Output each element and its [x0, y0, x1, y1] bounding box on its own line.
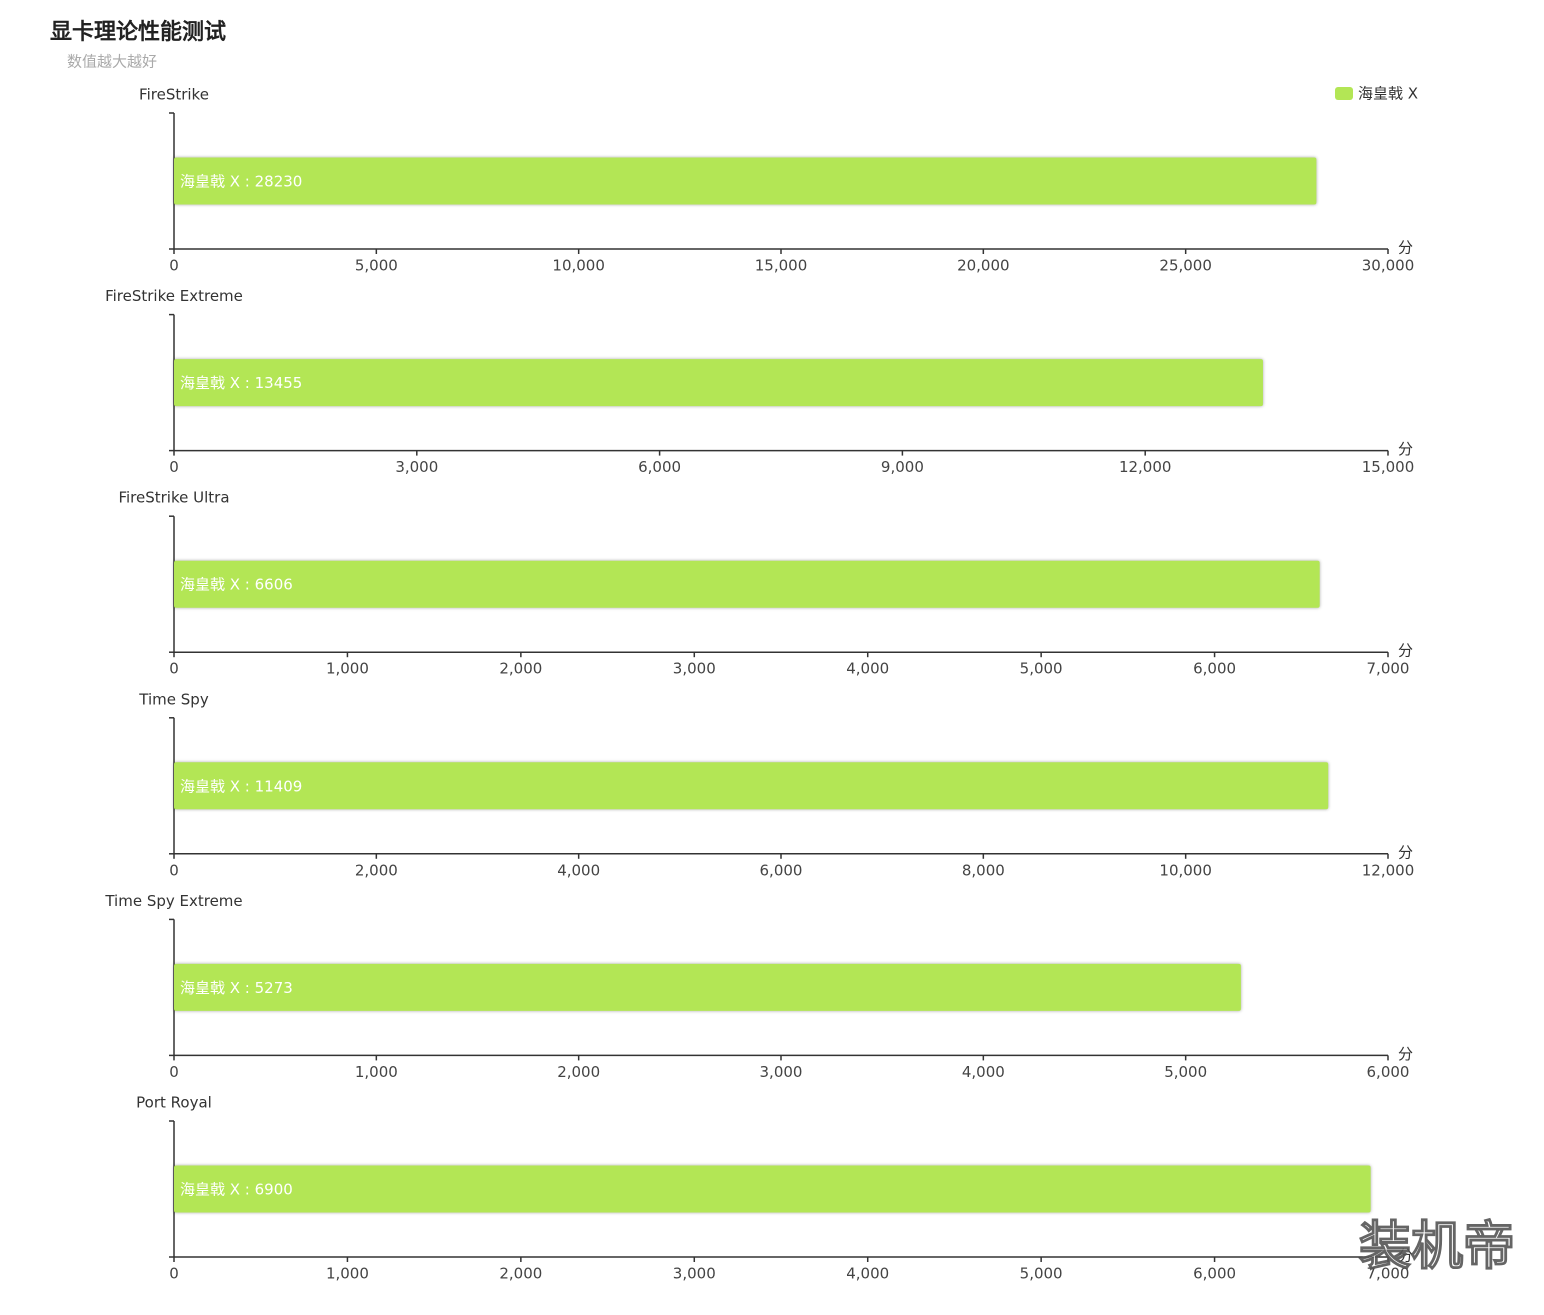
legend-label: 海皇戟 X	[1358, 85, 1418, 103]
panel-title: FireStrike Ultra	[118, 489, 229, 507]
x-tick-label: 10,000	[552, 257, 605, 275]
bar-label: 海皇戟 X : 6606	[180, 576, 293, 594]
x-tick-label: 7,000	[1367, 660, 1410, 678]
legend-swatch	[1335, 87, 1353, 100]
bar-label: 海皇戟 X : 28230	[180, 173, 302, 191]
x-tick-label: 2,000	[355, 861, 398, 879]
bar	[174, 963, 1241, 1011]
x-tick-label: 3,000	[760, 1063, 803, 1081]
x-tick-label: 9,000	[881, 458, 924, 476]
x-tick-label: 7,000	[1367, 1265, 1410, 1283]
x-tick-label: 6,000	[1193, 660, 1236, 678]
x-axis-unit: 分	[1398, 642, 1413, 660]
bar	[174, 1165, 1371, 1213]
x-tick-label: 4,000	[846, 1265, 889, 1283]
x-tick-label: 15,000	[755, 257, 808, 275]
bar	[174, 359, 1263, 407]
x-tick-label: 0	[169, 1063, 179, 1081]
x-tick-label: 1,000	[355, 1063, 398, 1081]
x-tick-label: 2,000	[499, 660, 542, 678]
x-tick-label: 0	[169, 660, 179, 678]
x-axis-unit: 分	[1398, 843, 1413, 861]
x-tick-label: 1,000	[326, 660, 369, 678]
x-tick-label: 5,000	[355, 257, 398, 275]
x-tick-label: 20,000	[957, 257, 1010, 275]
panel-title: FireStrike	[139, 86, 209, 104]
bar-label: 海皇戟 X : 6900	[180, 1181, 293, 1199]
x-tick-label: 4,000	[557, 861, 600, 879]
bar-label: 海皇戟 X : 11409	[180, 777, 302, 795]
bar-label: 海皇戟 X : 5273	[180, 979, 293, 997]
panel-title: Time Spy Extreme	[104, 892, 242, 910]
bar	[174, 762, 1329, 810]
panel-title: Port Royal	[136, 1094, 212, 1112]
x-axis-unit: 分	[1398, 1247, 1413, 1265]
x-tick-label: 2,000	[499, 1265, 542, 1283]
x-tick-label: 0	[169, 861, 179, 879]
x-tick-label: 0	[169, 458, 179, 476]
x-tick-label: 12,000	[1362, 861, 1415, 879]
x-tick-label: 4,000	[962, 1063, 1005, 1081]
x-tick-label: 6,000	[1367, 1063, 1410, 1081]
x-tick-label: 12,000	[1119, 458, 1172, 476]
x-tick-label: 4,000	[846, 660, 889, 678]
chart-title: 显卡理论性能测试	[50, 19, 226, 45]
x-axis-unit: 分	[1398, 440, 1413, 458]
x-tick-label: 25,000	[1159, 257, 1212, 275]
x-tick-label: 3,000	[673, 1265, 716, 1283]
x-axis-unit: 分	[1398, 239, 1413, 257]
x-tick-label: 2,000	[557, 1063, 600, 1081]
x-tick-label: 5,000	[1164, 1063, 1207, 1081]
panel-title: Time Spy	[138, 690, 209, 708]
x-tick-label: 3,000	[673, 660, 716, 678]
chart-subtitle: 数值越大越好	[67, 53, 157, 71]
x-tick-label: 6,000	[638, 458, 681, 476]
x-tick-label: 5,000	[1020, 1265, 1063, 1283]
x-tick-label: 10,000	[1159, 861, 1212, 879]
bar	[174, 157, 1317, 205]
x-tick-label: 15,000	[1362, 458, 1415, 476]
x-tick-label: 6,000	[760, 861, 803, 879]
x-tick-label: 0	[169, 1265, 179, 1283]
watermark: 装机帝	[1359, 1217, 1515, 1277]
bar-label: 海皇戟 X : 13455	[180, 374, 302, 392]
x-tick-label: 8,000	[962, 861, 1005, 879]
bar	[174, 560, 1320, 608]
x-tick-label: 1,000	[326, 1265, 369, 1283]
x-axis-unit: 分	[1398, 1045, 1413, 1063]
x-tick-label: 30,000	[1362, 257, 1415, 275]
x-tick-label: 0	[169, 257, 179, 275]
x-tick-label: 3,000	[395, 458, 438, 476]
panel-title: FireStrike Extreme	[105, 287, 243, 305]
x-tick-label: 6,000	[1193, 1265, 1236, 1283]
x-tick-label: 5,000	[1020, 660, 1063, 678]
